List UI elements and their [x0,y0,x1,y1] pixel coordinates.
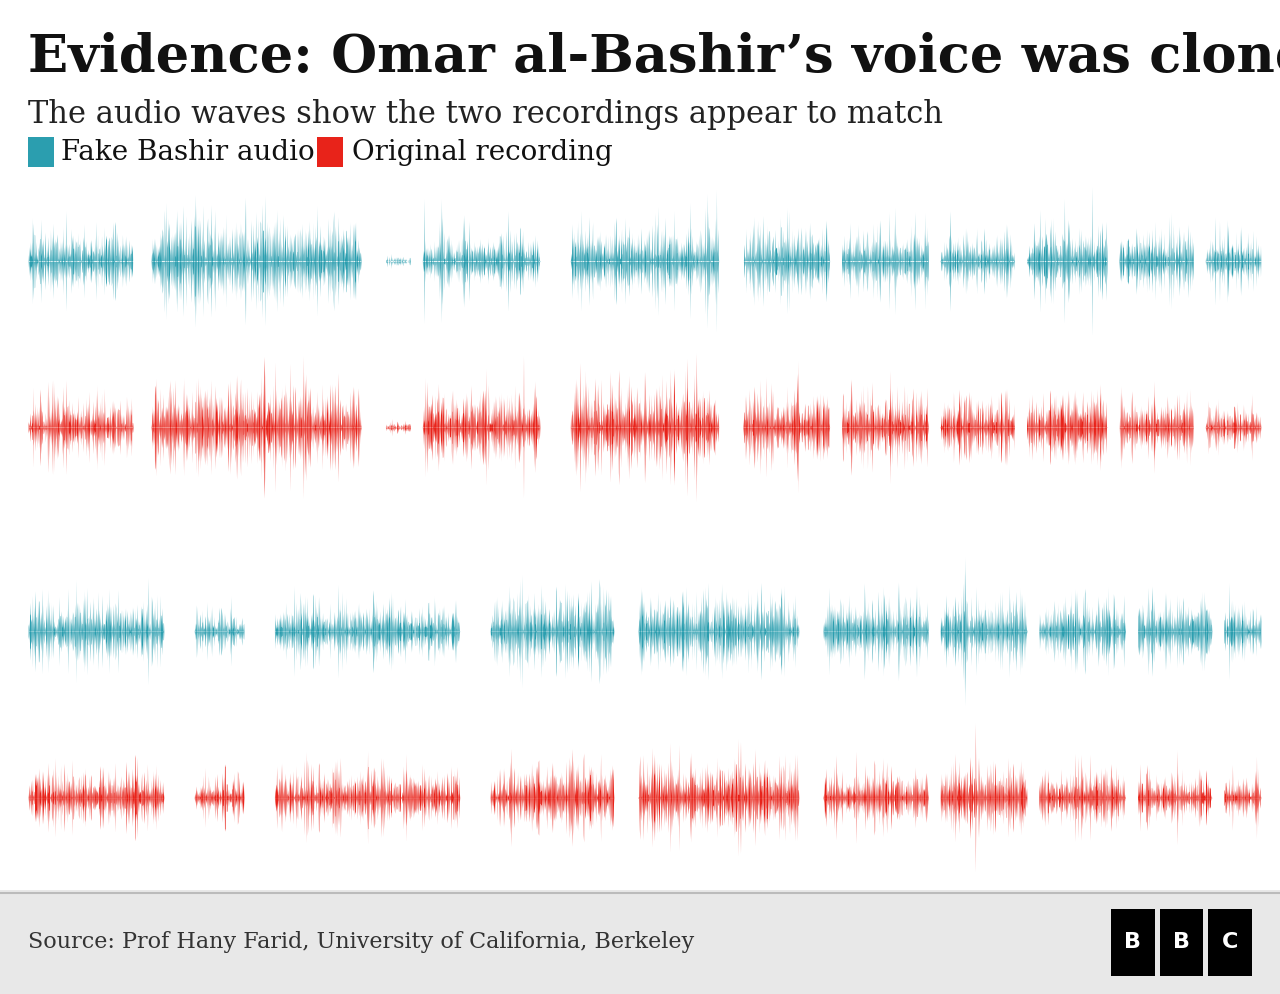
Text: Fake Bashir audio: Fake Bashir audio [61,138,315,166]
Text: Evidence: Omar al-Bashir’s voice was cloned: Evidence: Omar al-Bashir’s voice was clo… [28,32,1280,83]
Text: C: C [1222,932,1238,952]
Text: Original recording: Original recording [352,138,613,166]
Text: B: B [1124,932,1142,952]
Text: B: B [1172,932,1190,952]
Text: Source: Prof Hany Farid, University of California, Berkeley: Source: Prof Hany Farid, University of C… [28,930,695,953]
Text: The audio waves show the two recordings appear to match: The audio waves show the two recordings … [28,99,943,130]
